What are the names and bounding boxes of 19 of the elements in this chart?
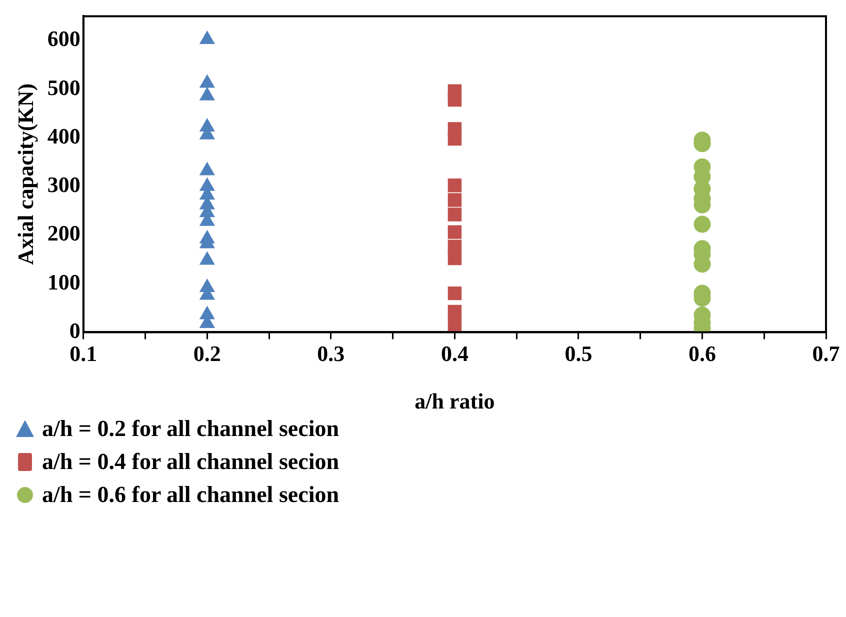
- x-tick-label: 0.3: [317, 341, 345, 366]
- legend-label: a/h = 0.6 for all channel secion: [42, 481, 340, 509]
- legend-label: a/h = 0.2 for all channel secion: [42, 415, 340, 443]
- x-tick-label: 0.6: [688, 341, 716, 366]
- legend-label: a/h = 0.4 for all channel secion: [42, 448, 340, 476]
- y-tick-label: 400: [47, 123, 80, 148]
- y-tick-label: 200: [47, 220, 80, 246]
- y-tick-label: 0: [69, 318, 80, 343]
- x-tick-label: 0.4: [440, 341, 468, 366]
- y-tick-label: 600: [47, 26, 80, 52]
- x-tick-label: 0.5: [564, 341, 592, 366]
- y-axis-title: Axial capacity(KN): [12, 83, 38, 265]
- x-tick-label: 0.2: [193, 341, 221, 366]
- y-tick-label: 500: [47, 74, 80, 100]
- x-tick-label: 0.1: [70, 341, 98, 366]
- x-tick-label: 0.7: [812, 341, 840, 366]
- y-tick-label: 100: [47, 269, 80, 294]
- y-tick-label: 300: [47, 172, 80, 198]
- x-axis-title: a/h ratio: [414, 388, 495, 414]
